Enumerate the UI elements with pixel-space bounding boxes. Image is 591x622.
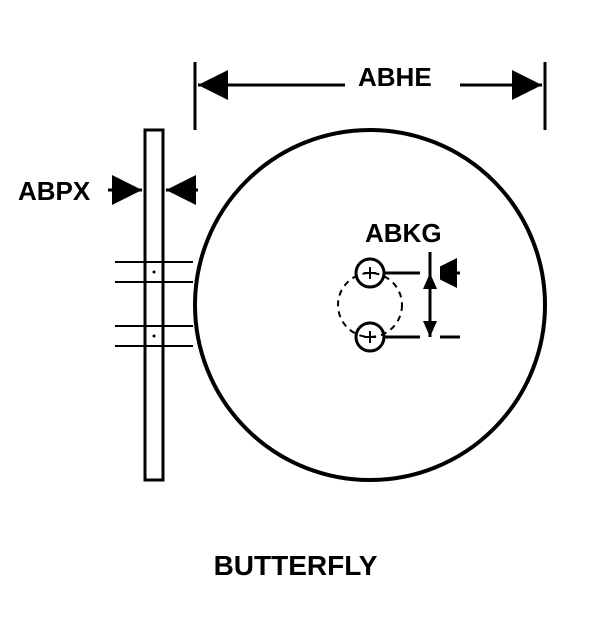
side-view [115,130,193,480]
butterfly-diagram: ABHE ABPX ABKG BUTTERFLY [0,0,591,617]
diagram-svg [0,0,591,617]
label-abkg: ABKG [365,218,442,249]
label-abhe: ABHE [358,62,432,93]
main-circle [195,130,545,480]
diagram-title: BUTTERFLY [0,550,591,582]
label-abpx: ABPX [18,176,90,207]
dimension-abkg-clean [420,252,440,358]
